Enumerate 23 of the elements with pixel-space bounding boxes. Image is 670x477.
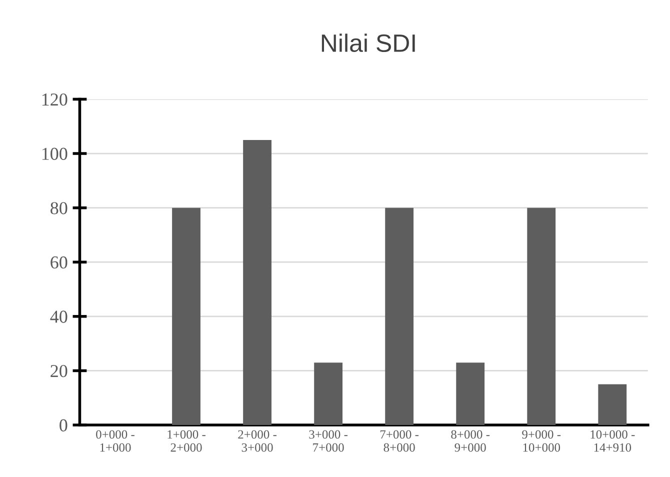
bar — [527, 208, 556, 426]
y-tick-label: 100 — [42, 148, 68, 160]
y-tick-label: 20 — [50, 364, 68, 378]
bar — [598, 384, 627, 426]
x-tick-label: 9+000 - 10+000 — [522, 430, 561, 452]
bar — [456, 362, 485, 426]
y-tick-label: 80 — [50, 202, 68, 214]
x-tick-label: 1+000 - 2+000 — [168, 430, 206, 452]
bar — [243, 140, 272, 426]
chart-title: Nilai SDI — [322, 34, 415, 52]
bar — [172, 208, 200, 426]
bar — [314, 362, 343, 426]
y-tick-label: 0 — [60, 419, 68, 432]
y-tick-label: 60 — [50, 256, 68, 269]
x-tick-label: 7+000 - 8+000 — [380, 430, 419, 452]
x-tick-label: 3+000 - 7+000 — [309, 430, 348, 452]
y-tick-label: 40 — [50, 310, 68, 323]
y-tick-label: 120 — [42, 93, 68, 106]
x-tick-label: 8+000 - 9+000 — [451, 430, 490, 452]
x-tick-label: 10+000 - 14+910 — [590, 430, 635, 452]
x-tick-label: 2+000 - 3+000 — [238, 430, 276, 452]
x-tick-label: 0+000 - 1+000 — [96, 430, 134, 452]
bar — [385, 208, 414, 426]
